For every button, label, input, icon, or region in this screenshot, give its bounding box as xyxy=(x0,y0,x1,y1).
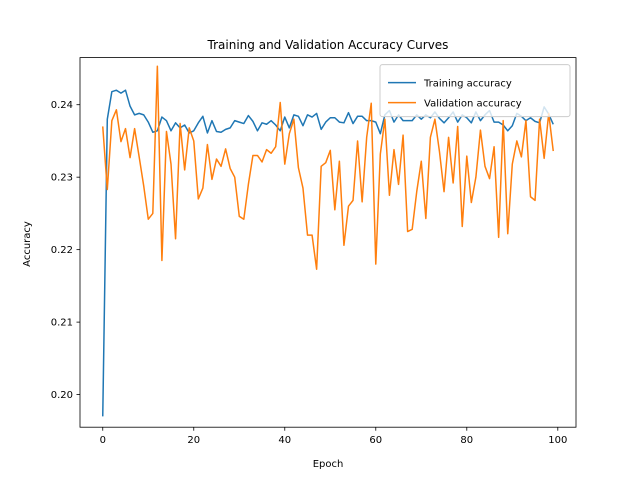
legend-label-1: Validation accuracy xyxy=(424,99,522,110)
series-line-1 xyxy=(102,65,554,270)
x-axis-label: Epoch xyxy=(313,459,344,470)
legend-box xyxy=(379,64,571,118)
legend: Training accuracy Validation accuracy xyxy=(379,64,571,118)
y-tick-label: 0.23 xyxy=(51,173,73,184)
plot-frame xyxy=(79,57,577,428)
x-tick-label: 40 xyxy=(278,435,291,446)
x-tick-label: 20 xyxy=(187,435,200,446)
y-tick-label: 0.21 xyxy=(51,318,73,329)
x-tick-label: 100 xyxy=(548,435,567,446)
y-tick-label: 0.22 xyxy=(51,245,73,256)
y-tick-label: 0.20 xyxy=(51,390,73,401)
x-tick-label: 60 xyxy=(369,435,382,446)
x-tick-label: 0 xyxy=(100,435,106,446)
y-axis-label: Accuracy xyxy=(22,221,33,267)
legend-label-0: Training accuracy xyxy=(423,79,512,90)
axes: 0 20 40 60 80 100 0.20 0.21 0.22 0.23 0.24 xyxy=(51,100,568,446)
y-tick-label: 0.24 xyxy=(51,100,73,111)
chart-title: Training and Validation Accuracy Curves xyxy=(207,38,449,52)
x-tick-label: 80 xyxy=(460,435,473,446)
